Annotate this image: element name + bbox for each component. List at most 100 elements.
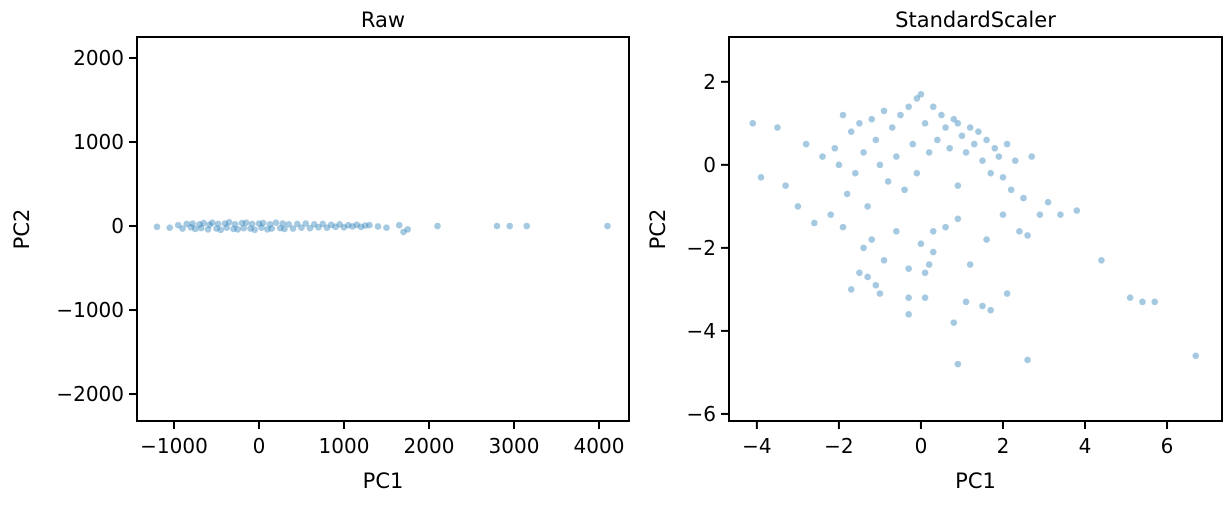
point <box>234 226 242 233</box>
point <box>259 219 267 227</box>
point <box>383 224 390 231</box>
point <box>987 306 994 314</box>
x-tick-label: 6 <box>1161 434 1174 458</box>
point <box>860 149 867 156</box>
point <box>893 153 900 160</box>
point <box>880 107 888 115</box>
point <box>774 124 781 131</box>
point <box>905 103 912 111</box>
x-tick-label: −1000 <box>140 434 208 458</box>
point <box>802 140 810 148</box>
point <box>1024 232 1031 239</box>
y-tick-label: −2 <box>687 236 716 260</box>
point <box>374 223 382 230</box>
point <box>868 115 876 123</box>
point <box>929 248 937 256</box>
point <box>1139 298 1146 306</box>
point <box>1098 257 1105 264</box>
point <box>847 128 855 135</box>
point <box>999 211 1007 218</box>
point <box>349 223 356 230</box>
point <box>153 223 161 231</box>
point <box>1036 211 1044 218</box>
point <box>336 221 344 228</box>
point <box>340 223 348 231</box>
point <box>1057 211 1064 218</box>
y-tick-label: 2 <box>703 70 716 94</box>
point <box>847 286 855 293</box>
point <box>999 174 1007 181</box>
point <box>1028 153 1035 160</box>
point <box>279 220 287 227</box>
point <box>315 223 322 231</box>
point <box>174 221 182 229</box>
point <box>856 120 863 127</box>
point <box>1044 198 1052 206</box>
point <box>827 211 835 218</box>
point <box>954 215 962 223</box>
point <box>872 281 880 289</box>
point <box>819 153 826 160</box>
axes-frame <box>136 36 630 422</box>
point <box>272 219 280 226</box>
point <box>839 111 847 119</box>
x-tick-label: 2 <box>997 434 1010 458</box>
point <box>757 174 765 181</box>
point <box>213 225 220 232</box>
point <box>749 120 757 127</box>
point <box>306 224 314 232</box>
point <box>238 219 246 227</box>
point <box>319 220 327 228</box>
point <box>925 261 933 268</box>
point <box>860 244 867 252</box>
point <box>782 182 789 189</box>
point <box>251 226 259 234</box>
point <box>197 224 205 232</box>
point <box>225 218 233 226</box>
x-axis-label: PC1 <box>955 469 996 493</box>
point <box>868 236 876 243</box>
x-tick-label: −4 <box>742 434 771 458</box>
point <box>839 223 847 231</box>
point <box>950 115 958 123</box>
point <box>835 161 843 169</box>
point <box>187 223 195 231</box>
point <box>954 120 962 127</box>
point <box>921 294 929 302</box>
point <box>921 269 929 277</box>
point <box>268 225 276 232</box>
point <box>240 224 247 232</box>
point <box>242 219 250 226</box>
point <box>962 149 970 156</box>
point <box>247 225 254 232</box>
x-tick-label: 3000 <box>489 434 540 458</box>
point <box>258 224 265 231</box>
point <box>166 224 174 231</box>
x-tick-label: 0 <box>915 434 928 458</box>
point <box>357 223 365 231</box>
point <box>979 302 986 310</box>
x-tick-label: 4000 <box>574 434 625 458</box>
point <box>302 220 310 227</box>
point <box>811 219 818 227</box>
point <box>264 226 271 233</box>
point <box>493 222 501 230</box>
point <box>400 228 407 236</box>
point <box>917 90 925 98</box>
point <box>323 224 331 231</box>
point <box>942 223 949 231</box>
chart-title: Raw <box>361 8 405 32</box>
point <box>179 225 186 232</box>
point <box>293 220 301 228</box>
point <box>979 157 986 165</box>
point <box>925 149 933 156</box>
point <box>934 136 941 144</box>
point <box>991 144 999 152</box>
point <box>1003 140 1011 148</box>
point <box>946 144 953 152</box>
x-tick-label: −2 <box>824 434 853 458</box>
point <box>289 225 297 232</box>
point <box>196 221 203 228</box>
point <box>1151 298 1159 306</box>
point <box>327 221 335 229</box>
